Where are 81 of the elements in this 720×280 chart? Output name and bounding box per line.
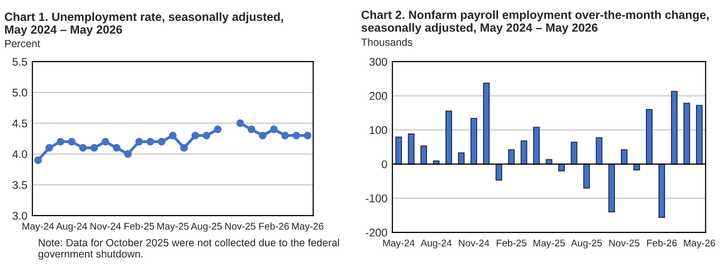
point — [191, 132, 200, 140]
y-tick-label: 3.0 — [12, 212, 28, 220]
bar — [496, 164, 502, 181]
y-tick-label: 4.0 — [12, 150, 28, 158]
point — [112, 144, 120, 152]
point — [292, 132, 300, 140]
x-tick-label: Aug-25 — [570, 240, 602, 248]
x-tick-label: Nov-25 — [609, 240, 640, 246]
point — [270, 126, 278, 134]
bar — [408, 134, 414, 165]
bar — [696, 104, 703, 165]
y-tick-label: 3.5 — [12, 181, 28, 189]
y-tick-label: 200 — [370, 92, 388, 100]
y-axis-title: Thousands — [361, 38, 412, 46]
point — [102, 138, 110, 146]
bar — [684, 102, 690, 165]
point — [79, 144, 87, 152]
y-axis-title: Percent — [5, 40, 40, 48]
point — [146, 138, 154, 146]
point — [90, 144, 98, 152]
bar — [658, 164, 666, 218]
x-tick-label: Feb-25 — [124, 222, 154, 230]
point — [258, 132, 266, 140]
point — [180, 144, 188, 152]
point — [248, 126, 256, 134]
y-tick-label: -200 — [366, 228, 388, 237]
x-tick-label: Feb-26 — [647, 239, 677, 246]
bar — [583, 164, 590, 188]
point — [304, 132, 312, 140]
text: Note: Data for October 2025 were not collected due to the federal government shutdown. — [38, 238, 340, 260]
bar — [533, 126, 540, 165]
bar — [596, 137, 602, 165]
bar — [670, 90, 678, 165]
bar — [470, 118, 478, 165]
point — [45, 144, 54, 152]
x-tick-label: Nov-24 — [90, 222, 121, 230]
y-tick-label: 4.5 — [12, 120, 28, 128]
point — [281, 132, 289, 140]
bar — [558, 164, 565, 172]
x-tick-label: Aug-24 — [56, 222, 88, 232]
bar — [395, 136, 402, 165]
bar — [483, 82, 490, 165]
chart-title: Chart 1. Unemployment rate, seasonally adjusted, May 2024 – May 2026 — [4, 12, 284, 36]
bar — [420, 145, 428, 165]
y-tick-label: 0 — [382, 160, 388, 168]
point — [56, 138, 64, 146]
point — [202, 132, 210, 140]
x-tick-label: May-26 — [684, 240, 716, 248]
bar — [646, 108, 653, 165]
x-tick-label: Feb-25 — [496, 239, 526, 246]
y-tick-label: 300 — [369, 58, 388, 66]
chart-title: Chart 2. Nonfarm payroll employment over-the-month change, seasonally adjusted, May 2024 – May 2026 — [361, 10, 709, 34]
bar — [546, 159, 552, 165]
x-tick-label: Feb-26 — [259, 222, 289, 230]
y-tick-label: -100 — [366, 194, 388, 202]
x-tick-label: Nov-24 — [458, 240, 490, 246]
x-tick-label: May-24 — [22, 222, 54, 232]
bar — [570, 142, 578, 165]
bar — [608, 164, 615, 212]
point — [124, 150, 132, 158]
x-tick-label: May-24 — [383, 240, 415, 248]
bar — [445, 110, 452, 165]
point — [214, 126, 222, 134]
bar — [620, 149, 628, 165]
point — [68, 138, 76, 146]
x-tick-label: Aug-25 — [190, 222, 222, 232]
x-tick-label: May-26 — [292, 222, 324, 232]
y-tick-label: 5.5 — [12, 58, 28, 66]
x-tick-label: May-25 — [157, 222, 189, 232]
point — [158, 138, 166, 146]
point — [34, 156, 42, 164]
x-tick-label: May-25 — [534, 240, 565, 248]
bar — [508, 149, 515, 165]
bar — [520, 140, 528, 165]
x-tick-label: Aug-24 — [420, 240, 452, 248]
point — [135, 138, 143, 146]
point — [168, 132, 177, 140]
point — [236, 119, 244, 128]
x-tick-label: Nov-25 — [225, 222, 256, 230]
y-tick-label: 100 — [370, 126, 388, 134]
y-tick-label: 5.0 — [12, 88, 28, 97]
